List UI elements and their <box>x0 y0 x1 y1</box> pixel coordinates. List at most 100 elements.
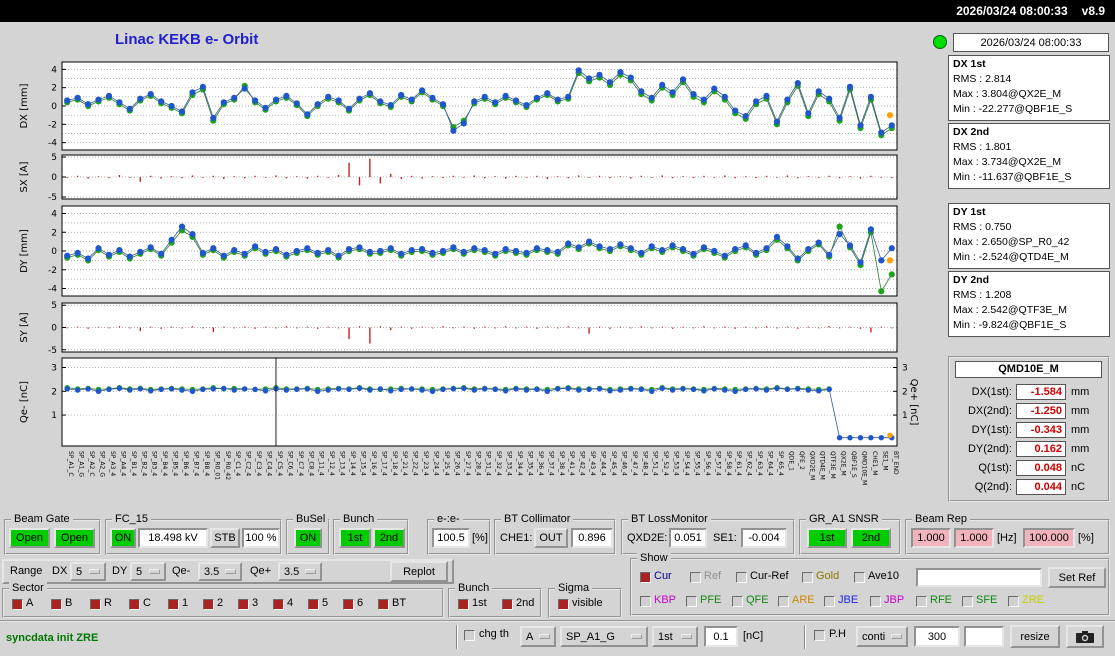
svg-text:SP_C2_4: SP_C2_4 <box>245 451 252 476</box>
busel-on-button[interactable]: ON <box>294 528 322 548</box>
svg-text:SP_B8_4: SP_B8_4 <box>203 451 210 476</box>
resize-button[interactable]: resize <box>1010 625 1060 648</box>
svg-text:Qe- [nC]: Qe- [nC] <box>19 381 30 423</box>
svg-text:SP_23_4: SP_23_4 <box>422 451 429 476</box>
bunch-2nd-button[interactable]: 2nd <box>373 528 405 548</box>
svg-text:SP_34_4: SP_34_4 <box>516 451 523 476</box>
ee-ratio-field[interactable]: 100.5 <box>432 528 470 548</box>
beam-rep-percent-field[interactable]: 100.000 <box>1023 528 1075 548</box>
zre-checkbox[interactable] <box>1008 596 1019 607</box>
svg-text:SP_B2_4: SP_B2_4 <box>140 451 147 476</box>
qxd2e-value-field[interactable]: 0.051 <box>669 528 707 548</box>
titlebar-datetime: 2026/03/24 08:00:33 <box>956 4 1068 18</box>
beam-gate-open2-button[interactable]: Open <box>54 528 95 548</box>
bunch-title: Bunch <box>340 513 378 526</box>
c-checkbox[interactable] <box>129 599 140 610</box>
svg-text:SP_C1_4: SP_C1_4 <box>234 451 241 476</box>
camera-icon <box>1076 630 1094 643</box>
beam-gate-open1-button[interactable]: Open <box>9 528 50 548</box>
sigma-title: Sigma <box>555 582 593 595</box>
beam-rep-value1-field[interactable]: 1.000 <box>911 528 951 548</box>
are-checkbox[interactable] <box>778 596 789 607</box>
sfe-checkbox[interactable] <box>962 596 973 607</box>
gold-checkbox[interactable] <box>802 572 813 583</box>
range-dy-value: 5 <box>136 565 143 578</box>
c-label: C <box>143 597 151 609</box>
dy-2nd-stats: DY 2nd RMS : 1.208 Max : 2.542@QTF3E_M M… <box>948 271 1110 337</box>
r-label: R <box>104 597 112 609</box>
dropdown-indicator-icon <box>891 634 902 639</box>
che1-value-field[interactable]: 0.896 <box>571 528 613 548</box>
page-title: Linac KEKB e- Orbit <box>115 31 259 48</box>
fc15-group: FC_15 ON 18.498 kV STB 100 % <box>105 513 282 555</box>
a-checkbox[interactable] <box>12 599 23 610</box>
ref-name-input[interactable] <box>916 568 1042 587</box>
2-checkbox[interactable] <box>203 599 214 610</box>
range-qep-dropdown[interactable]: 3.5 <box>278 562 322 581</box>
svg-text:-5: -5 <box>48 193 57 203</box>
ref-checkbox[interactable] <box>690 572 701 583</box>
qfe-checkbox[interactable] <box>732 596 743 607</box>
interval-field[interactable]: 300 <box>914 626 960 647</box>
1-label: 1 <box>182 597 189 609</box>
aux-input[interactable] <box>964 626 1004 647</box>
5-checkbox[interactable] <box>308 599 319 610</box>
qmd-panel: QMD10E_M DX(1st): -1.584 mm DX(2nd): -1.… <box>948 356 1110 502</box>
gr-snsr-2nd-button[interactable]: 2nd <box>851 528 891 548</box>
bpm-select-dropdown[interactable]: SP_A1_G <box>560 626 648 647</box>
sector-select-dropdown[interactable]: A <box>520 626 556 647</box>
pfe-checkbox[interactable] <box>686 596 697 607</box>
3-checkbox[interactable] <box>238 599 249 610</box>
svg-text:SP_17_4: SP_17_4 <box>380 451 387 476</box>
cur-ref-checkbox[interactable] <box>736 572 747 583</box>
kbp-checkbox[interactable] <box>640 596 651 607</box>
2nd-checkbox[interactable] <box>502 599 513 610</box>
fc15-kv-field[interactable]: 18.498 kV <box>138 528 208 548</box>
se1-value-field[interactable]: -0.004 <box>741 528 787 548</box>
threshold-field[interactable]: 0.1 <box>704 626 738 647</box>
svg-text:SP_12_4: SP_12_4 <box>328 451 335 476</box>
jbp-checkbox[interactable] <box>870 596 881 607</box>
visible-checkbox[interactable] <box>558 599 569 610</box>
svg-text:SP_35_4: SP_35_4 <box>526 451 533 476</box>
range-dy-dropdown[interactable]: 5 <box>130 562 166 581</box>
6-checkbox[interactable] <box>343 599 354 610</box>
bunch-select-dropdown[interactable]: 1st <box>652 626 698 647</box>
dropdown-indicator-icon <box>681 634 692 639</box>
cur-checkbox[interactable] <box>640 572 651 583</box>
4-checkbox[interactable] <box>273 599 284 610</box>
r-checkbox[interactable] <box>90 599 101 610</box>
che1-out-button[interactable]: OUT <box>534 528 568 548</box>
che1-label: CHE1: <box>500 532 533 544</box>
snapshot-button[interactable] <box>1066 625 1104 648</box>
svg-text:SP_C3_4: SP_C3_4 <box>255 451 262 476</box>
qmd-row-unit: nC <box>1071 481 1086 493</box>
replot-button[interactable]: Replot <box>390 561 448 582</box>
timestamp-box: 2026/03/24 08:00:33 <box>953 33 1109 52</box>
bunch-1st-button[interactable]: 1st <box>339 528 371 548</box>
gr-snsr-1st-button[interactable]: 1st <box>807 528 847 548</box>
b-checkbox[interactable] <box>51 599 62 610</box>
range-qem-dropdown[interactable]: 3.5 <box>198 562 242 581</box>
fc15-stb-button[interactable]: STB <box>210 528 240 548</box>
fc15-percent-field[interactable]: 100 % <box>242 528 280 548</box>
ph-checkbox[interactable] <box>814 630 825 641</box>
bt-checkbox[interactable] <box>378 599 389 610</box>
svg-text:SP_65_4: SP_65_4 <box>777 451 784 476</box>
chg-th-checkbox[interactable] <box>464 630 475 641</box>
svg-text:SP_42_4: SP_42_4 <box>579 451 586 476</box>
ave10-checkbox[interactable] <box>854 572 865 583</box>
jbe-checkbox[interactable] <box>824 596 835 607</box>
1st-checkbox[interactable] <box>458 599 469 610</box>
svg-text:SP_15_4: SP_15_4 <box>359 451 366 476</box>
conti-dropdown[interactable]: conti <box>856 626 908 647</box>
svg-text:SP_54_4: SP_54_4 <box>683 451 690 476</box>
1-checkbox[interactable] <box>168 599 179 610</box>
svg-text:SP_53_4: SP_53_4 <box>673 451 680 476</box>
rfe-checkbox[interactable] <box>916 596 927 607</box>
set-ref-button[interactable]: Set Ref <box>1048 567 1106 588</box>
beam-rep-value2-field[interactable]: 1.000 <box>954 528 994 548</box>
fc15-on-button[interactable]: ON <box>110 528 136 548</box>
range-dx-dropdown[interactable]: 5 <box>70 562 106 581</box>
